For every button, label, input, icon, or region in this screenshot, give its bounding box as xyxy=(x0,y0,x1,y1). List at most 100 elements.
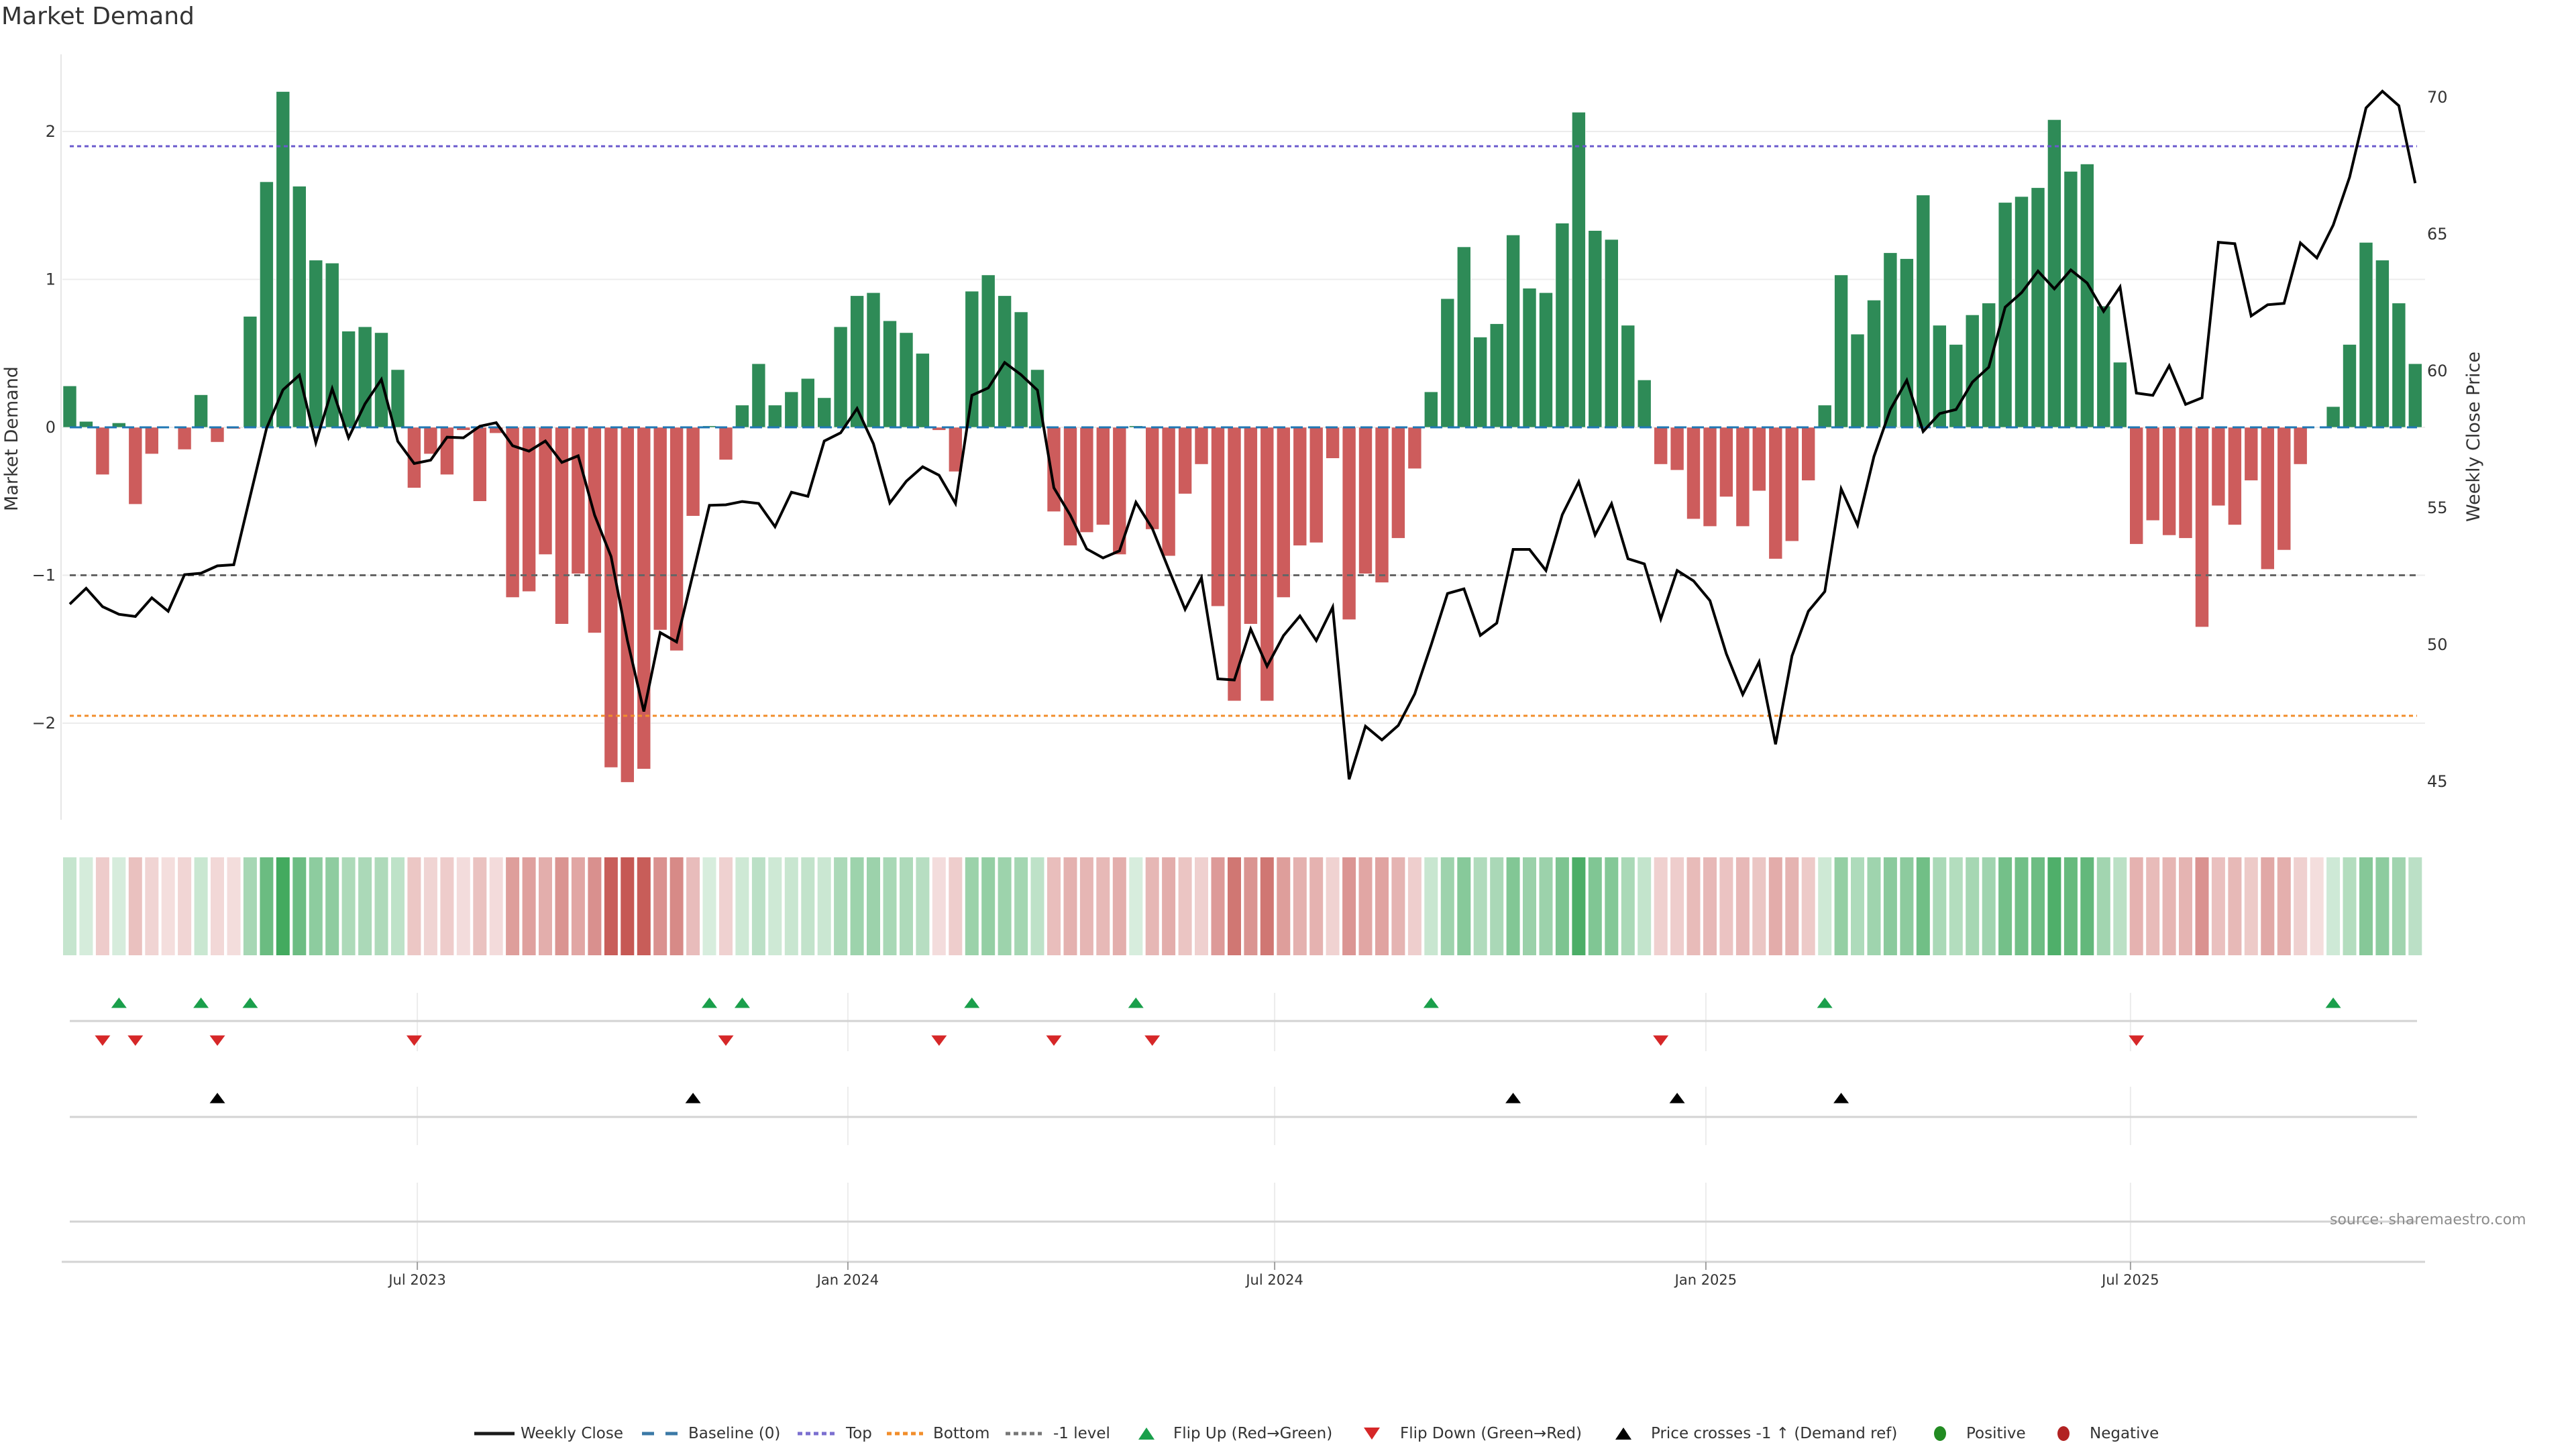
flip-up-marker xyxy=(193,998,209,1008)
weekly-close-point xyxy=(1660,618,1662,621)
triangle-down-icon xyxy=(1364,1428,1380,1440)
heatmap-cell xyxy=(1211,857,1225,955)
weekly-close-point xyxy=(2414,182,2416,184)
heatmap-cell xyxy=(751,857,765,955)
weekly-close-point xyxy=(1249,628,1252,631)
demand-bar xyxy=(653,427,667,631)
heatmap-cell xyxy=(161,857,175,955)
heatmap-cell xyxy=(669,857,684,955)
heatmap-cell xyxy=(702,857,716,955)
heatmap-cell xyxy=(1293,857,1307,955)
weekly-close-point xyxy=(1643,563,1646,566)
weekly-close-point xyxy=(2299,241,2302,244)
weekly-close-point xyxy=(1332,606,1334,608)
heatmap-cell xyxy=(489,857,503,955)
demand-bar xyxy=(1785,427,1799,542)
weekly-close-point xyxy=(1200,576,1203,579)
weekly-close-point xyxy=(2349,176,2351,178)
weekly-close-point xyxy=(823,439,826,442)
legend-item-minus1-level[interactable]: -1 level xyxy=(1006,1422,1110,1445)
demand-bar xyxy=(1998,202,2012,428)
legend-item-bottom[interactable]: Bottom xyxy=(887,1422,989,1445)
y-right-tick-label: 55 xyxy=(2427,498,2448,517)
weekly-close-point xyxy=(1479,634,1482,637)
demand-bar xyxy=(1375,427,1389,583)
heatmap-cell xyxy=(900,857,913,955)
weekly-close-point xyxy=(1905,379,1908,382)
weekly-close-point xyxy=(2316,257,2318,260)
x-tick-label: Jan 2024 xyxy=(816,1272,879,1288)
legend-item-negative[interactable]: Negative xyxy=(2057,1422,2159,1445)
flip-down-marker xyxy=(2129,1035,2145,1046)
weekly-close-point xyxy=(150,596,153,599)
y-right-tick-label: 50 xyxy=(2427,635,2448,654)
legend-label: Baseline (0) xyxy=(688,1425,781,1442)
weekly-close-point xyxy=(1561,513,1564,516)
legend-item-positive[interactable]: Positive xyxy=(1934,1422,2026,1445)
event-markers xyxy=(95,998,2341,1104)
weekly-close-point xyxy=(2365,107,2367,109)
legend-item-baseline[interactable]: Baseline (0) xyxy=(642,1422,780,1445)
weekly-close-point xyxy=(1988,366,1990,368)
heatmap-cell xyxy=(834,857,848,955)
demand-bar xyxy=(883,320,897,428)
weekly-close-point xyxy=(971,394,973,396)
flip-up-marker xyxy=(964,998,980,1008)
demand-bar xyxy=(1719,427,1733,497)
legend-item-price-crosses[interactable]: Price crosses -1 ↑ (Demand ref) xyxy=(1615,1422,1897,1445)
demand-bar xyxy=(1916,195,1931,428)
weekly-close-point xyxy=(1184,608,1187,610)
weekly-close-point xyxy=(1053,486,1055,489)
weekly-close-point xyxy=(2053,288,2055,290)
weekly-close-point xyxy=(380,378,383,381)
weekly-close-point xyxy=(1397,724,1399,727)
heatmap-cell xyxy=(407,857,421,955)
weekly-close-point xyxy=(1364,725,1367,728)
weekly-close-point xyxy=(429,459,432,462)
demand-bar xyxy=(2113,362,2127,428)
heatmap-cell xyxy=(2080,857,2094,955)
heatmap-cell xyxy=(1735,857,1750,955)
weekly-close-point xyxy=(1381,739,1383,741)
heatmap-cell xyxy=(1228,857,1241,955)
weekly-close-point xyxy=(216,565,219,568)
heatmap-cell xyxy=(719,857,733,955)
heatmap-cell xyxy=(145,857,159,955)
demand-bar xyxy=(177,427,192,450)
weekly-close-point xyxy=(2168,364,2171,367)
legend-item-weekly-close[interactable]: Weekly Close xyxy=(474,1422,623,1445)
heatmap-cell xyxy=(1933,857,1947,955)
heatmap-cell xyxy=(473,857,487,955)
demand-bar xyxy=(2178,427,2193,539)
dotted-line-icon xyxy=(887,1432,923,1436)
legend-label: Negative xyxy=(2090,1425,2159,1442)
heatmap-cell xyxy=(2244,857,2258,955)
weekly-close-point xyxy=(2283,302,2286,305)
weekly-close-point xyxy=(478,425,481,427)
flip-up-marker xyxy=(2325,998,2341,1008)
weekly-close-point xyxy=(1315,639,1318,642)
legend-item-top[interactable]: Top xyxy=(798,1422,872,1445)
demand-bar xyxy=(718,427,733,460)
heatmap-cell xyxy=(2015,857,2029,955)
heatmap-cell xyxy=(2211,857,2225,955)
legend-item-flip-up[interactable]: Flip Up (Red→Green) xyxy=(1138,1422,1332,1445)
heatmap-cell xyxy=(1949,857,1963,955)
weekly-close-point xyxy=(1151,527,1154,530)
heatmap-cell xyxy=(2343,857,2357,955)
x-tick-label: Jul 2025 xyxy=(2100,1272,2159,1288)
legend-item-flip-down[interactable]: Flip Down (Green→Red) xyxy=(1364,1422,1582,1445)
demand-bar xyxy=(801,378,815,428)
demand-bar xyxy=(620,427,635,783)
y-left-axis-title: Market Demand xyxy=(1,366,22,511)
circle-icon xyxy=(1934,1426,1946,1441)
heatmap-cell xyxy=(1145,857,1159,955)
heatmap-cell xyxy=(916,857,930,955)
heatmap-cell xyxy=(1358,857,1373,955)
weekly-close-point xyxy=(1577,480,1580,483)
weekly-close-point xyxy=(1774,743,1777,746)
weekly-close-point xyxy=(1627,557,1629,560)
heatmap-cell xyxy=(1096,857,1110,955)
heatmap-cell xyxy=(1768,857,1782,955)
weekly-close-point xyxy=(1693,580,1695,582)
